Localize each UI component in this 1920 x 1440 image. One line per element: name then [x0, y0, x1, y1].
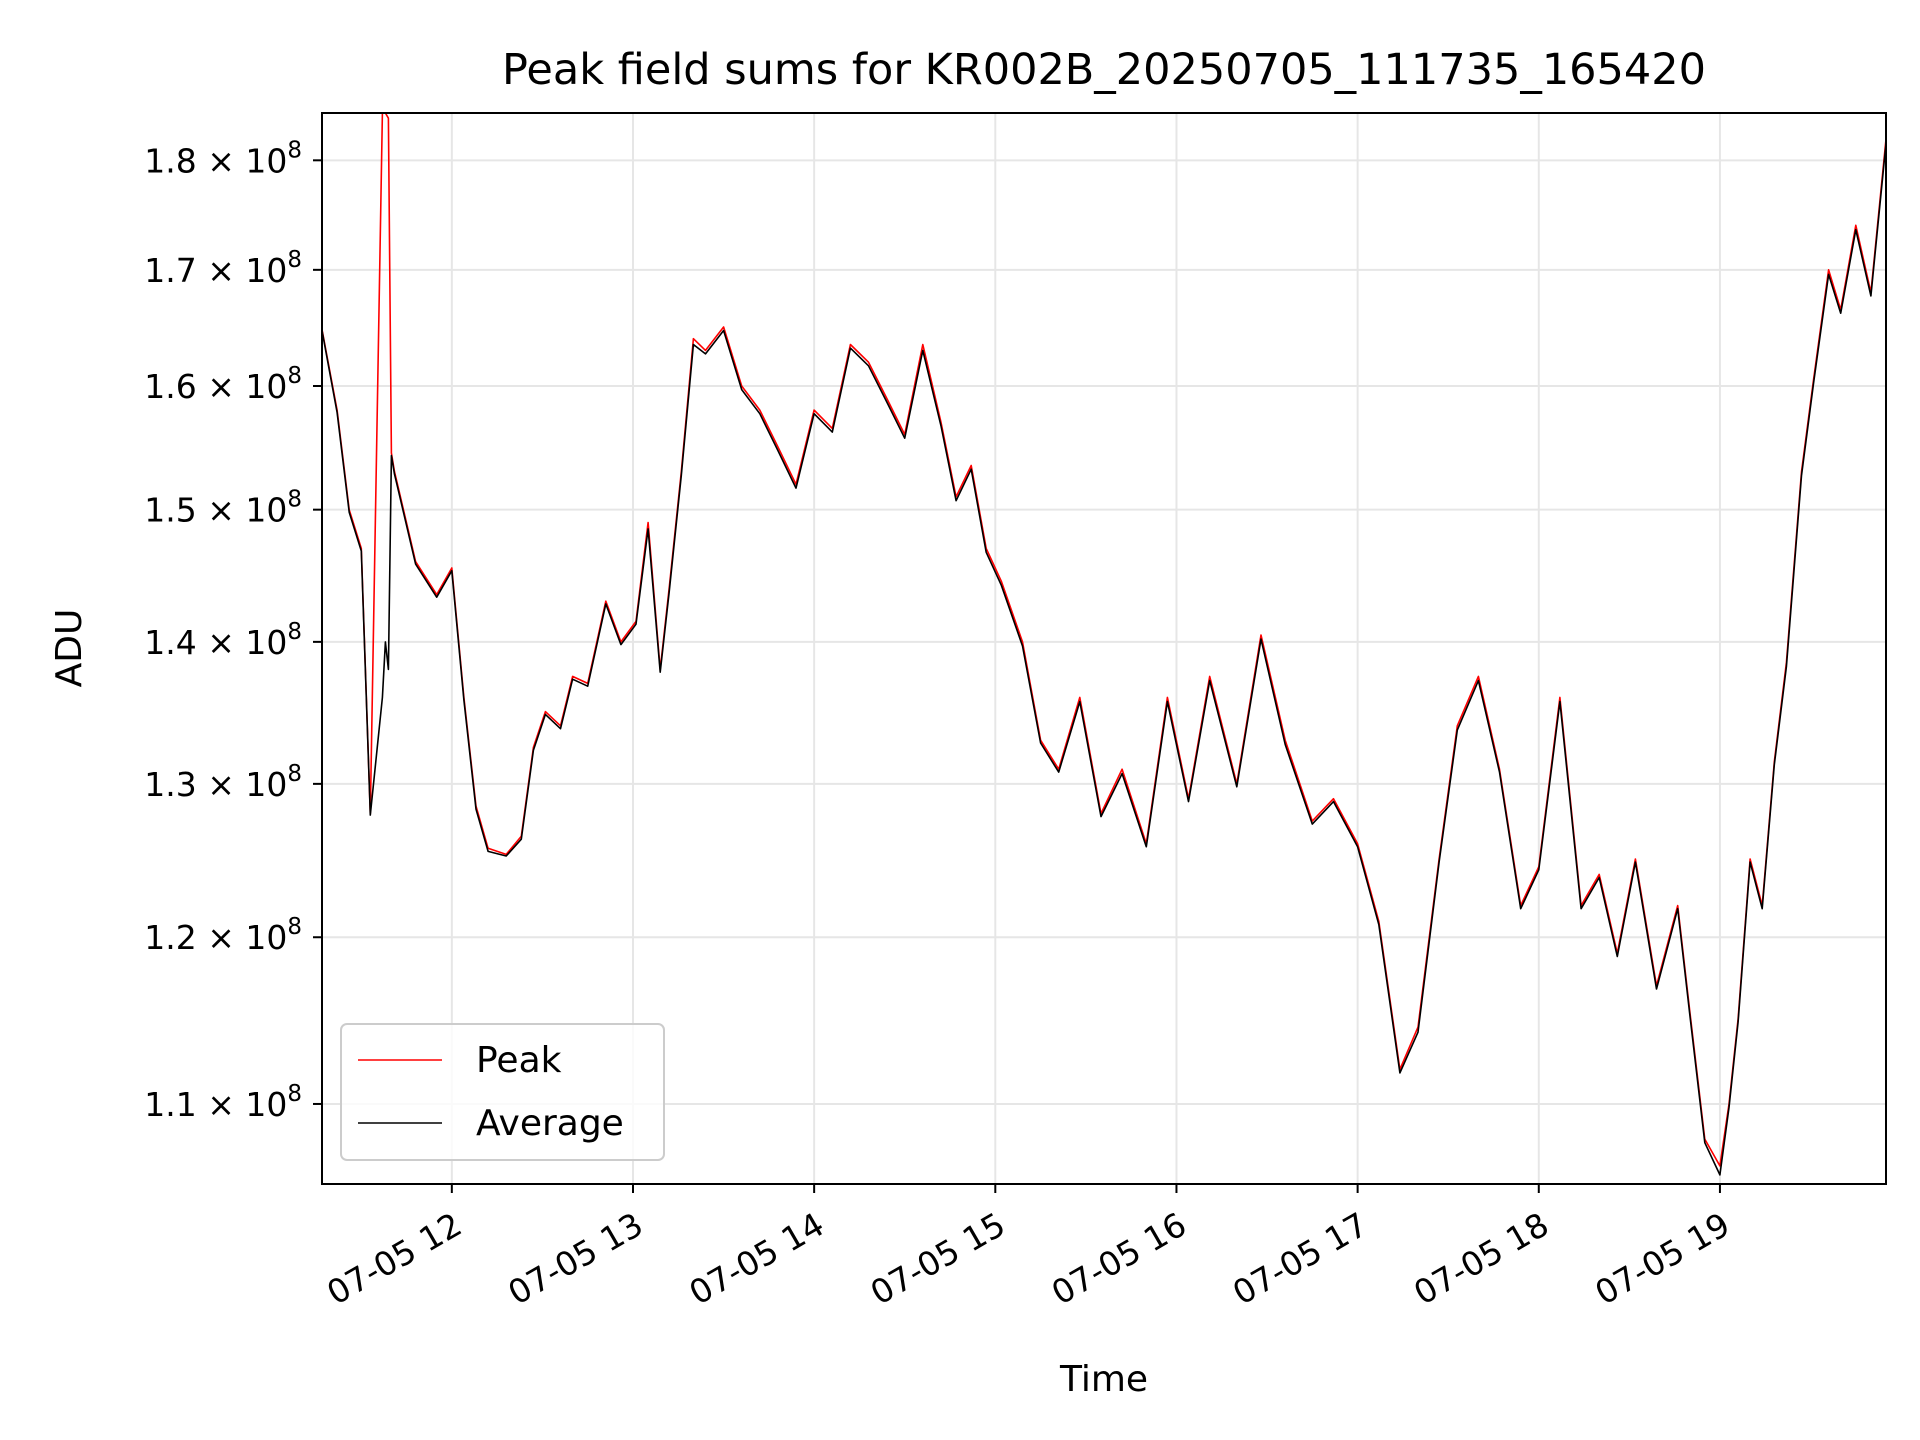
y-tick-exponent: 8 — [287, 1081, 302, 1107]
y-tick-exponent: 8 — [287, 619, 302, 645]
legend-label-average: Average — [476, 1103, 624, 1144]
y-tick-base: × 10 — [207, 1085, 287, 1124]
legend: Peak Average — [340, 1023, 665, 1161]
y-tick-mantissa: 1.1 — [144, 1085, 207, 1124]
y-axis-label: ADU — [49, 609, 90, 688]
y-tick-label: 1.2 × 108 — [144, 914, 302, 957]
y-tick-base: × 10 — [207, 141, 287, 180]
plot-frame — [321, 112, 1887, 1185]
y-tick-exponent: 8 — [287, 487, 302, 513]
y-tick-exponent: 8 — [287, 363, 302, 389]
y-tick-base: × 10 — [207, 918, 287, 957]
series-line-average — [321, 143, 1887, 1176]
y-tick-label: 1.6 × 108 — [144, 363, 302, 406]
x-axis-label: Time — [1059, 1359, 1148, 1400]
series-layer — [321, 112, 1887, 1176]
y-tick-exponent: 8 — [287, 247, 302, 273]
legend-box — [340, 1023, 665, 1161]
y-tick-exponent: 8 — [287, 914, 302, 940]
y-tick-exponent: 8 — [287, 137, 302, 163]
chart-title: Peak field sums for KR002B_20250705_1117… — [502, 45, 1706, 95]
y-tick-mantissa: 1.5 — [144, 491, 207, 530]
y-tick-mantissa: 1.2 — [144, 918, 207, 957]
y-tick-label: 1.1 × 108 — [144, 1081, 302, 1124]
y-tick-mantissa: 1.4 — [144, 623, 207, 662]
y-tick-base: × 10 — [207, 765, 287, 804]
y-tick-label: 1.7 × 108 — [144, 247, 302, 290]
y-tick-label: 1.3 × 108 — [144, 761, 302, 804]
y-tick-mantissa: 1.6 — [144, 367, 207, 406]
y-tick-mantissa: 1.3 — [144, 765, 207, 804]
y-tick-base: × 10 — [207, 251, 287, 290]
y-tick-base: × 10 — [207, 491, 287, 530]
y-tick-mantissa: 1.7 — [144, 251, 207, 290]
y-tick-label: 1.8 × 108 — [144, 137, 302, 180]
legend-label-peak: Peak — [476, 1040, 562, 1081]
y-tick-exponent: 8 — [287, 761, 302, 787]
y-tick-label: 1.5 × 108 — [144, 487, 302, 530]
y-tick-mantissa: 1.8 — [144, 141, 207, 180]
y-tick-base: × 10 — [207, 367, 287, 406]
y-tick-label: 1.4 × 108 — [144, 619, 302, 662]
y-tick-base: × 10 — [207, 623, 287, 662]
